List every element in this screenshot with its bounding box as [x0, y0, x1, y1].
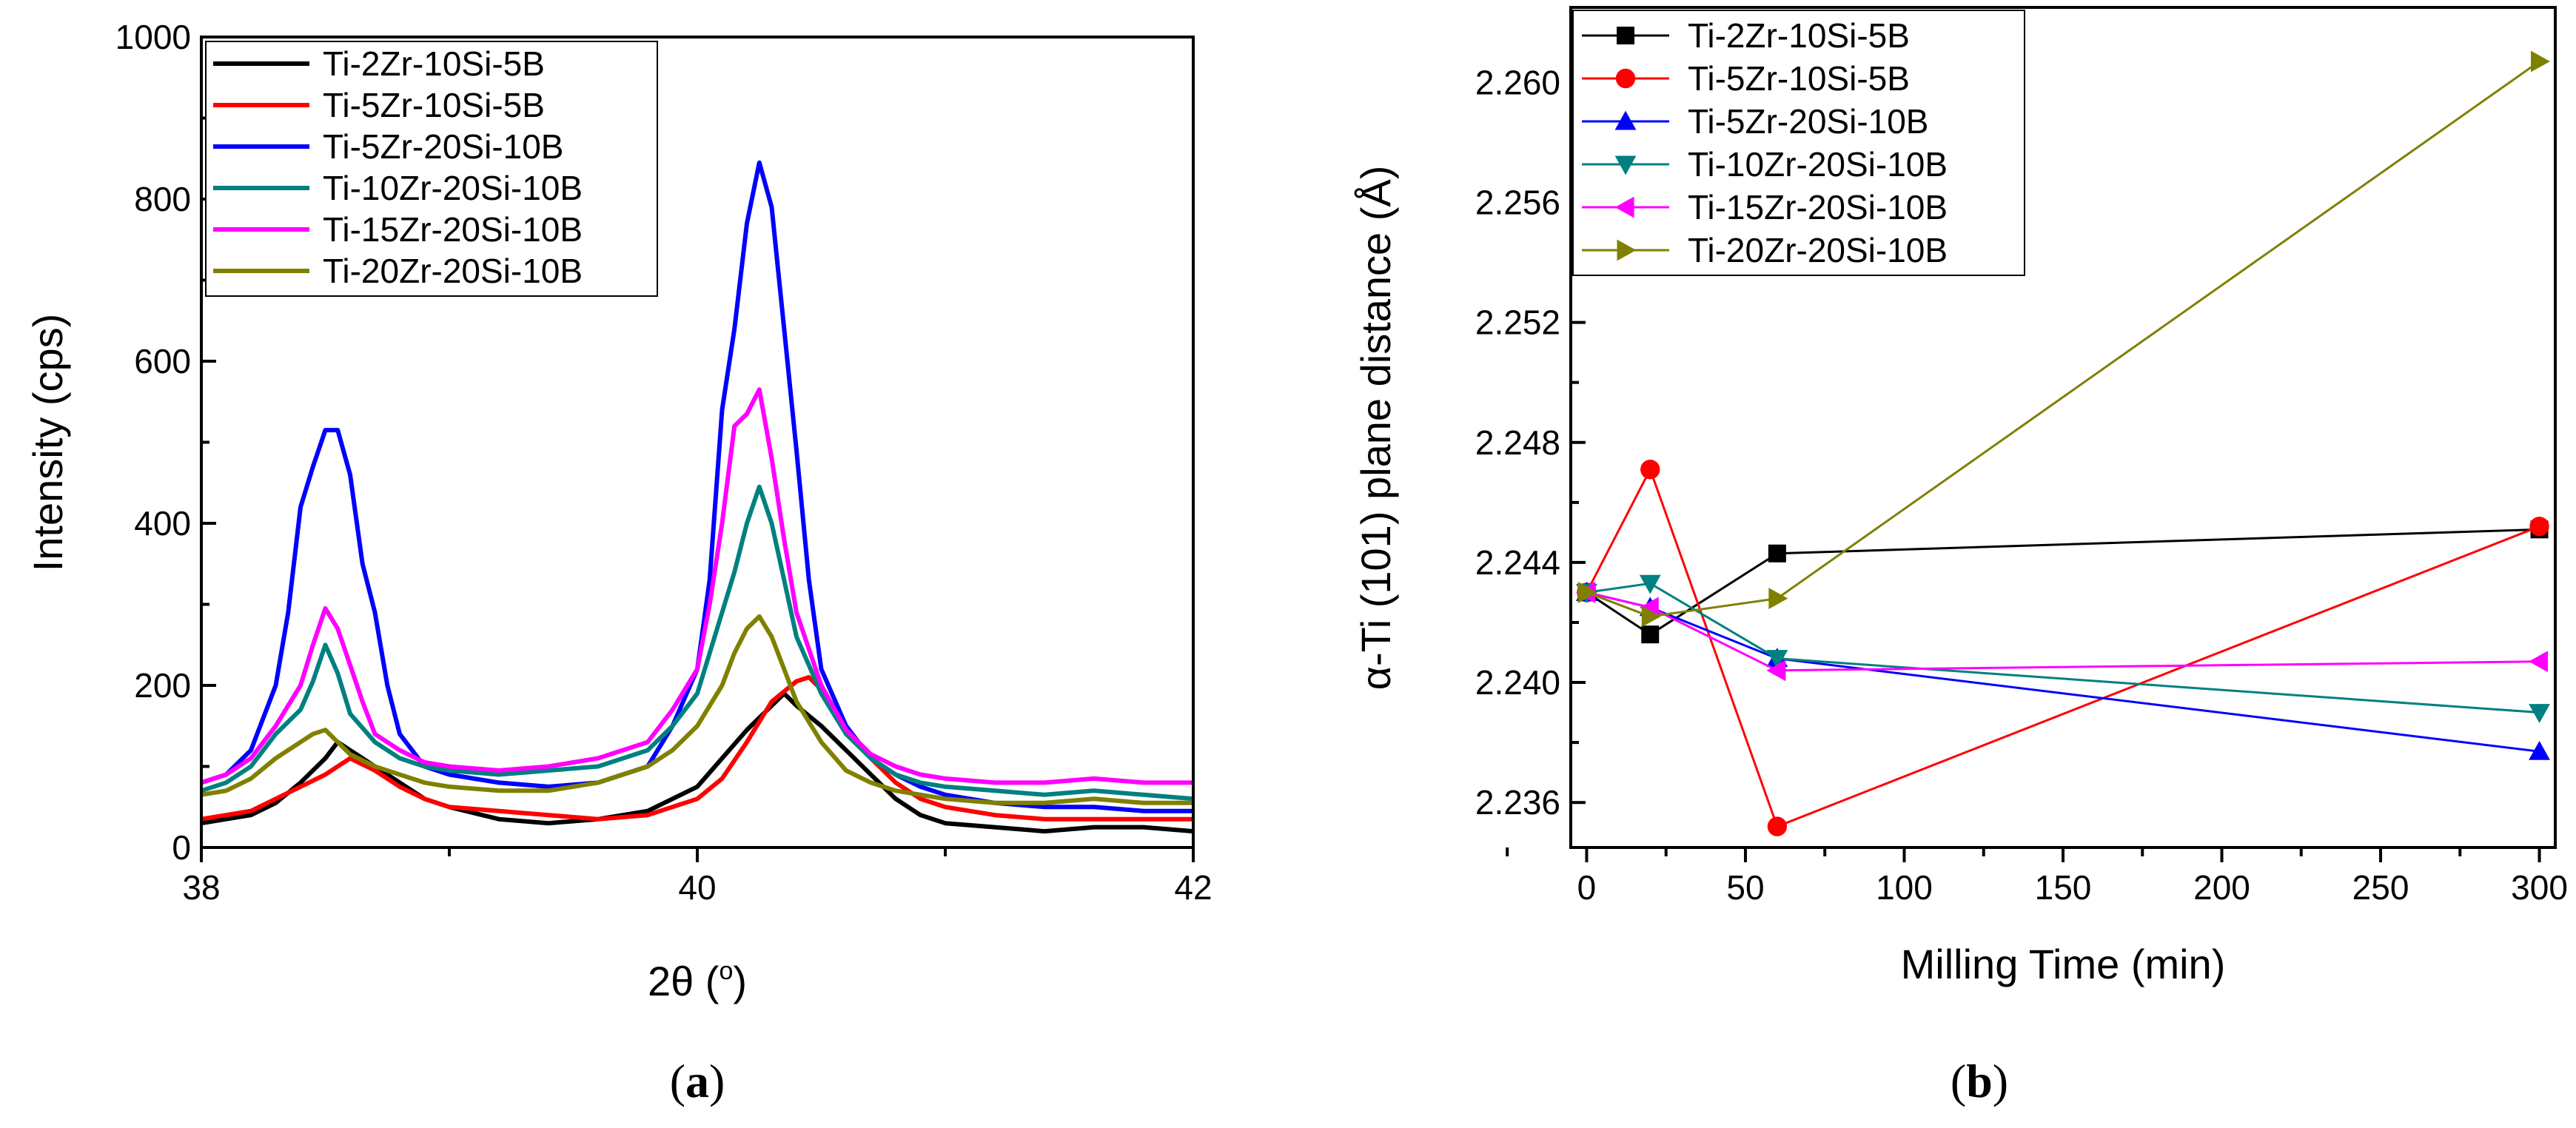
chart-b-y-tick-label: 2.256 — [1475, 183, 1560, 221]
chart-b-data-point — [1577, 582, 1597, 603]
chart-a-legend-label: Ti-20Zr-20Si-10B — [323, 252, 583, 290]
chart-b-legend-label: Ti-15Zr-20Si-10B — [1688, 188, 1948, 226]
chart-b-data-point — [2529, 651, 2549, 673]
chart-b-y-tick-label: 2.236 — [1475, 783, 1560, 822]
chart-b-series-line-5 — [1586, 60, 2540, 618]
chart-b-series-line-3 — [1586, 582, 2540, 714]
chart-b-series-line-4 — [1586, 591, 2540, 672]
chart-a-x-axis-label: 2θ (o) — [648, 957, 747, 1004]
chart-a-legend-box — [205, 41, 658, 297]
chart-b-y-tick-label: 2.240 — [1475, 663, 1560, 702]
chart-a-x-tick-label: 40 — [678, 868, 716, 907]
chart-a-series-line-0 — [201, 691, 1194, 834]
chart-b-data-point — [1641, 605, 1661, 628]
chart-b-legend-label: Ti-5Zr-10Si-5B — [1688, 59, 1910, 98]
chart-b-series-line-2 — [1586, 591, 2540, 753]
chart-b-data-point — [1767, 816, 1788, 836]
chart-b-data-point — [1768, 588, 1788, 609]
chart-a-legend: Ti-2Zr-10Si-5BTi-5Zr-10Si-5BTi-5Zr-20Si-… — [205, 41, 658, 297]
chart-a-y-tick-label: 200 — [134, 666, 191, 705]
chart-b-legend-label: Ti-2Zr-10Si-5B — [1688, 16, 1910, 55]
chart-b-legend-label: Ti-5Zr-20Si-10B — [1688, 102, 1928, 141]
chart-b: 2.236 2.240 2.244 2.248 2.252 2.256 2.260 0 50 10… — [1352, 6, 2568, 1107]
chart-a-y-tick-label: 1000 — [115, 18, 191, 56]
chart-b-data-point — [1768, 544, 1786, 563]
chart-b-x-tick-label: 250 — [2352, 868, 2409, 907]
chart-b-legend-label: Ti-10Zr-20Si-10B — [1688, 145, 1948, 184]
chart-b-data-point — [2531, 50, 2550, 73]
chart-a-x-tick-label: 42 — [1174, 868, 1212, 907]
chart-b-x-tick-label: 0 — [1577, 868, 1597, 907]
chart-b-x-tick-label: 150 — [2035, 868, 2092, 907]
chart-a-y-tick-label: 0 — [172, 828, 191, 867]
chart-b-legend-label: Ti-20Zr-20Si-10B — [1688, 231, 1948, 269]
chart-a-legend-label: Ti-10Zr-20Si-10B — [323, 169, 583, 207]
chart-b-series-line-0 — [1586, 528, 2540, 636]
chart-b-data-point — [1766, 650, 1788, 670]
chart-b-series-line-1 — [1586, 466, 2540, 828]
chart-a-y-tick-label: 800 — [134, 180, 191, 218]
chart-b-legend-marker — [1614, 196, 1634, 218]
panel-a-label: (a) — [670, 1055, 725, 1107]
chart-b-legend-marker — [1615, 68, 1636, 89]
chart-b-y-tick-label: 2.260 — [1475, 63, 1560, 101]
chart-b-y-tick-label: 2.252 — [1475, 303, 1560, 342]
chart-b-legend: Ti-2Zr-10Si-5B Ti-5Zr-10Si-5B Ti-5Zr-20Si-… — [1572, 10, 2025, 276]
chart-a-legend-label: Ti-5Zr-10Si-5B — [323, 86, 545, 124]
chart-a-series-line-1 — [201, 675, 1193, 822]
chart-b-x-tick-label: 50 — [1726, 868, 1764, 907]
chart-a-y-tick-label: 600 — [134, 342, 191, 380]
chart-b-x-tick-label: 300 — [2511, 868, 2568, 907]
chart-b-x-tick-label: 100 — [1876, 868, 1933, 907]
chart-a-series-line-5 — [201, 614, 1193, 805]
chart-b-legend-marker — [1614, 110, 1637, 130]
chart-b-data-point — [2529, 740, 2550, 760]
chart-b-data-point — [1640, 460, 1660, 480]
chart-a-y-tick-label: 400 — [134, 504, 191, 543]
chart-b-data-point — [2529, 704, 2550, 723]
chart-b-data-point — [1641, 625, 1660, 644]
chart-a-series-line-4 — [201, 387, 1193, 785]
chart-a-y-axis-label: Intensity (cps) — [24, 314, 71, 572]
chart-a-x-tick-label: 38 — [182, 868, 220, 907]
chart-b-data-point — [1766, 659, 1786, 682]
panel-b-label: (b) — [1951, 1055, 2008, 1107]
chart-b-legend-marker — [1614, 155, 1637, 175]
chart-b-data-point — [1639, 574, 1661, 594]
chart-b-legend-marker — [1617, 27, 1634, 44]
chart-b-data-point — [2529, 517, 2549, 537]
chart-b-legend-marker — [1617, 239, 1637, 261]
chart-a-legend-label: Ti-2Zr-10Si-5B — [323, 44, 545, 83]
chart-b-x-axis-label: Milling Time (min) — [1901, 941, 2226, 987]
chart-b-y-tick-label: 2.244 — [1475, 543, 1560, 582]
chart-a-legend-label: Ti-15Zr-20Si-10B — [323, 210, 583, 249]
chart-a-series-line-3 — [201, 484, 1194, 802]
chart-b-legend-box — [1572, 10, 2025, 276]
chart-b-x-tick-label: 200 — [2193, 868, 2250, 907]
chart-b-y-tick-label: 2.248 — [1475, 423, 1560, 462]
chart-b-y-axis-label: α-Ti (101) plane distance (Å) — [1352, 166, 1399, 691]
chart-a-legend-label: Ti-5Zr-20Si-10B — [323, 127, 563, 166]
